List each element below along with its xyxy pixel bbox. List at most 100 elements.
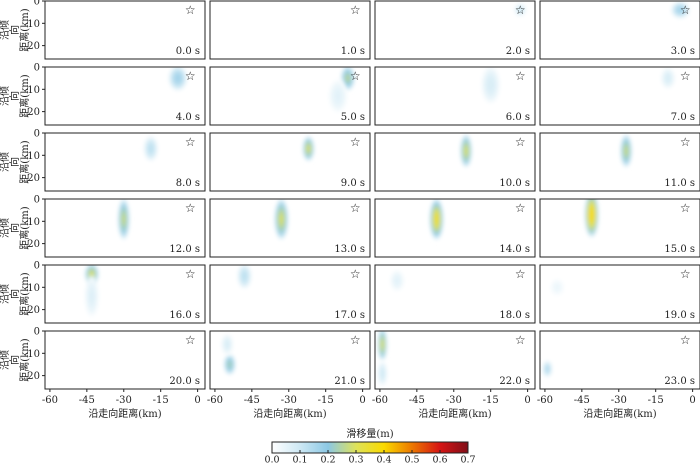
panel-frame — [44, 66, 206, 126]
slip-panel: ☆ 23.0 s -60 -45 -30 -15 0 沿走向距离(km) — [537, 330, 700, 420]
colorbar-gradient — [271, 441, 469, 454]
time-label: 0.0 s — [176, 46, 200, 57]
epicenter-star-icon: ☆ — [515, 267, 526, 281]
colorbar-tick-label: 0.7 — [460, 455, 475, 465]
panel-frame — [209, 0, 371, 60]
y-tick-label: 10 — [27, 349, 40, 360]
slip-panel: ☆ 22.0 s -60 -45 -30 -15 0 沿走向距离(km) — [372, 330, 536, 420]
panel-background — [210, 1, 370, 59]
time-label: 14.0 s — [499, 244, 530, 255]
panel-background — [210, 331, 370, 389]
panel-frame — [44, 198, 206, 258]
slip-panel: ☆ 8.0 s 0 10 20 沿倾向距离(km) — [0, 129, 206, 192]
slip-patch — [542, 360, 553, 378]
x-tick-label: 0 — [194, 395, 200, 406]
y-axis-label: 沿倾 — [0, 350, 11, 370]
colorbar: 滑移量(m) 0.0 0.1 0.2 0.3 0.4 0.5 0.6 0.7 — [264, 427, 475, 465]
slip-panel: ☆ 18.0 s — [374, 264, 536, 324]
x-tick-label: -60 — [372, 395, 388, 406]
panel-frame — [209, 264, 371, 324]
slip-panel: ☆ 10.0 s — [374, 132, 536, 192]
colorbar-tick-label: 0.1 — [292, 455, 307, 465]
epicenter-star-icon: ☆ — [680, 333, 691, 347]
y-axis-label: 向 — [8, 223, 21, 233]
panel-frame — [44, 264, 206, 324]
time-label: 13.0 s — [334, 244, 365, 255]
panel-frame — [374, 264, 536, 324]
panel-background — [45, 133, 205, 191]
x-tick-label: 0 — [359, 395, 365, 406]
panel-background — [540, 199, 700, 257]
slip-panel: ☆ 14.0 s — [374, 198, 536, 258]
slip-panel: ☆ 13.0 s — [209, 198, 371, 258]
y-axis-label: 向 — [8, 289, 21, 299]
panel-background — [210, 265, 370, 323]
time-label: 6.0 s — [506, 112, 530, 123]
epicenter-star-icon: ☆ — [350, 135, 361, 149]
y-tick-label: 0 — [34, 327, 40, 338]
colorbar-tick-label: 0.4 — [376, 455, 391, 465]
epicenter-star-icon: ☆ — [680, 267, 691, 281]
panel-background — [375, 331, 535, 389]
slip-panel: ☆ 11.0 s — [539, 132, 700, 192]
slip-panel: ☆ 5.0 s — [209, 66, 371, 126]
slip-patch — [514, 3, 527, 17]
panel-frame — [44, 0, 206, 60]
slip-panel: ☆ 15.0 s — [539, 198, 700, 258]
y-tick-label: 20 — [27, 173, 40, 184]
slip-patch — [328, 78, 348, 114]
slip-patch — [549, 278, 565, 297]
slip-panel: ☆ 4.0 s 0 10 20 沿倾向距离(km) — [0, 63, 206, 126]
time-label: 10.0 s — [499, 178, 530, 189]
slip-panel: ☆ 19.0 s — [539, 264, 700, 324]
x-tick-label: 0 — [689, 395, 695, 406]
y-tick-label: 10 — [27, 217, 40, 228]
slip-panel: ☆ 21.0 s -60 -45 -30 -15 0 沿走向距离(km) — [207, 330, 371, 420]
colorbar-tick-label: 0.0 — [264, 455, 279, 465]
y-axis-label: 沿倾 — [0, 86, 11, 106]
panel-frame — [539, 66, 700, 126]
panel-background — [540, 331, 700, 389]
y-axis-label: 向 — [8, 25, 21, 35]
panel-background — [210, 133, 370, 191]
slip-panel: ☆ 12.0 s 0 10 20 沿倾向距离(km) — [0, 195, 206, 258]
epicenter-star-icon: ☆ — [680, 3, 691, 17]
time-label: 9.0 s — [341, 178, 365, 189]
panel-frame — [374, 132, 536, 192]
x-tick-label: -45 — [574, 395, 590, 406]
epicenter-star-icon: ☆ — [350, 201, 361, 215]
panel-frame — [539, 0, 700, 60]
x-tick-label: -15 — [318, 395, 334, 406]
panel-frame — [539, 198, 700, 258]
panel-frame — [44, 132, 206, 192]
panel-frame — [209, 132, 371, 192]
panel-frame — [209, 198, 371, 258]
y-axis-label: 向 — [8, 157, 21, 167]
time-label: 12.0 s — [169, 244, 200, 255]
slip-patch — [670, 1, 691, 19]
time-label: 23.0 s — [664, 376, 695, 387]
y-tick-label: 20 — [27, 41, 40, 52]
slip-patch — [274, 199, 289, 242]
time-label: 18.0 s — [499, 310, 530, 321]
panel-frame — [374, 0, 536, 60]
y-axis-label: 向 — [8, 91, 21, 101]
x-tick-label: 0 — [524, 395, 530, 406]
colorbar-tick-label: 0.3 — [348, 455, 363, 465]
x-axis-label: 沿走向距离(km) — [583, 407, 656, 420]
slip-patch — [620, 133, 633, 169]
y-tick-label: 0 — [34, 195, 40, 206]
y-tick-label: 0 — [34, 129, 40, 140]
panel-background — [375, 1, 535, 59]
x-tick-label: -15 — [483, 395, 499, 406]
slip-panel: ☆ 9.0 s — [209, 132, 371, 192]
panel-frame — [374, 66, 536, 126]
slip-panel: ☆ 7.0 s — [539, 66, 700, 126]
epicenter-star-icon: ☆ — [680, 69, 691, 83]
x-tick-label: -45 — [244, 395, 260, 406]
panel-background — [540, 265, 700, 323]
time-label: 2.0 s — [506, 46, 530, 57]
y-tick-label: 0 — [34, 0, 40, 8]
x-tick-label: -60 — [537, 395, 553, 406]
